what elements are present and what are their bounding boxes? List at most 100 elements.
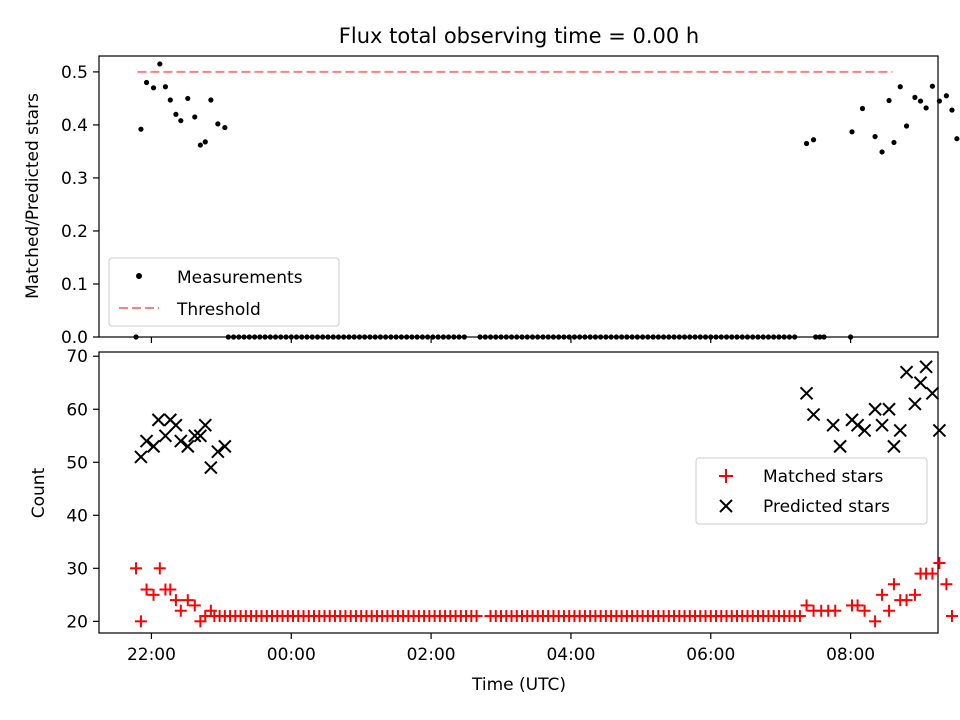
measurement-point bbox=[138, 126, 144, 132]
measurement-point bbox=[776, 334, 782, 340]
measurement-point bbox=[803, 140, 810, 147]
measurement-point bbox=[372, 334, 378, 340]
top-y-axis-label: Matched/Predicted stars bbox=[23, 93, 43, 299]
measurement-point bbox=[330, 334, 336, 340]
y-tick-label: 0.5 bbox=[61, 63, 88, 83]
measurement-point bbox=[236, 334, 242, 340]
matched-point bbox=[869, 615, 882, 628]
measurement-point bbox=[697, 334, 703, 340]
measurement-point bbox=[912, 94, 918, 100]
legend-matched-label: Matched stars bbox=[763, 467, 883, 487]
measurement-point bbox=[435, 334, 441, 340]
y-tick-label: 0.3 bbox=[61, 169, 88, 189]
top-panel: 0.0 0.1 0.2 0.3 0.4 0.5 Matched/Predicted sta… bbox=[23, 55, 960, 348]
measurement-point bbox=[325, 334, 331, 340]
measurement-point bbox=[713, 334, 719, 340]
measurement-point bbox=[624, 334, 630, 340]
matched-point bbox=[169, 594, 182, 607]
top-legend-box bbox=[108, 257, 340, 327]
predicted-point bbox=[139, 434, 154, 448]
measurement-point bbox=[167, 97, 173, 103]
bottom-legend: Matched stars Predicted stars bbox=[695, 457, 928, 525]
measurement-point bbox=[383, 334, 389, 340]
measurement-point bbox=[943, 93, 949, 99]
measurement-point bbox=[817, 334, 823, 340]
predicted-point bbox=[181, 439, 195, 454]
measurement-point bbox=[792, 334, 798, 340]
measurement-point bbox=[514, 334, 520, 340]
predicted-point bbox=[218, 439, 232, 454]
measurement-point bbox=[487, 334, 494, 340]
predicted-point bbox=[868, 402, 882, 416]
measurement-point bbox=[246, 334, 252, 340]
measurement-point bbox=[278, 334, 284, 340]
measurement-point bbox=[267, 334, 273, 340]
measurement-point bbox=[293, 334, 300, 340]
measurement-point bbox=[222, 124, 228, 131]
y-tick-label: 70 bbox=[66, 347, 88, 367]
measurement-point bbox=[810, 137, 817, 143]
x-tick-label: 06:00 bbox=[686, 645, 735, 665]
measurement-point bbox=[645, 334, 651, 340]
x-tick-label: 00:00 bbox=[267, 645, 316, 665]
measurement-point bbox=[613, 334, 619, 340]
measurement-point bbox=[202, 139, 208, 145]
measurement-point bbox=[723, 334, 730, 340]
matched-point bbox=[933, 557, 946, 570]
measurement-point bbox=[760, 334, 766, 340]
matched-point bbox=[188, 599, 201, 612]
predicted-point bbox=[193, 429, 208, 443]
measurement-point bbox=[879, 149, 885, 155]
matched-point bbox=[134, 615, 147, 628]
matched-point bbox=[164, 583, 177, 596]
measurement-point bbox=[587, 334, 593, 340]
measurement-point bbox=[230, 334, 237, 340]
x-axis-label: Time (UTC) bbox=[471, 675, 566, 695]
measurement-point bbox=[299, 334, 305, 340]
measurement-point bbox=[655, 334, 661, 340]
predicted-point bbox=[174, 434, 188, 448]
predicted-point bbox=[198, 418, 212, 432]
measurement-point bbox=[192, 114, 198, 120]
x-tick-label: 04:00 bbox=[546, 645, 595, 665]
measurement-point bbox=[482, 334, 488, 340]
predicted-point bbox=[882, 402, 896, 416]
measurement-point bbox=[150, 85, 157, 91]
matched-point bbox=[887, 578, 900, 591]
measurement-point bbox=[225, 334, 231, 340]
x-tick-label: 22:00 bbox=[127, 645, 176, 665]
measurement-point bbox=[813, 334, 819, 340]
x-tick-label: 02:00 bbox=[407, 645, 456, 665]
predicted-point bbox=[826, 418, 840, 432]
measurement-point bbox=[702, 334, 709, 340]
measurement-point bbox=[750, 334, 756, 340]
predicted-point bbox=[806, 407, 821, 422]
measurement-point bbox=[143, 79, 150, 86]
measurement-point bbox=[529, 334, 536, 340]
bottom-axes-frame bbox=[98, 351, 939, 634]
matched-point bbox=[940, 578, 953, 591]
measurement-point bbox=[619, 334, 625, 340]
measurement-point bbox=[419, 334, 425, 340]
measurement-point bbox=[821, 334, 827, 340]
matched-point bbox=[800, 599, 813, 612]
predicted-point bbox=[919, 360, 933, 374]
measurement-point bbox=[346, 334, 352, 340]
matched-point bbox=[147, 588, 160, 601]
predicted-point bbox=[833, 439, 847, 454]
measurement-point bbox=[848, 334, 854, 340]
predicted-point bbox=[158, 429, 173, 443]
y-tick-label: 0.0 bbox=[61, 328, 88, 348]
y-tick-label: 0.1 bbox=[61, 275, 88, 295]
measurement-point bbox=[755, 334, 761, 340]
y-tick-label: 60 bbox=[66, 400, 88, 420]
measurement-point bbox=[377, 334, 384, 340]
y-tick-label: 20 bbox=[66, 612, 88, 632]
top-y-ticks: 0.0 0.1 0.2 0.3 0.4 0.5 bbox=[61, 63, 99, 348]
bottom-panel: 20 30 40 50 60 70 22:00 00:00 02:00 04:00 06:00 08… bbox=[29, 347, 958, 695]
measurement-point bbox=[729, 334, 735, 340]
measurement-point bbox=[456, 334, 462, 340]
legend-measurements-marker bbox=[136, 273, 142, 279]
legend-predicted-label: Predicted stars bbox=[763, 497, 890, 517]
